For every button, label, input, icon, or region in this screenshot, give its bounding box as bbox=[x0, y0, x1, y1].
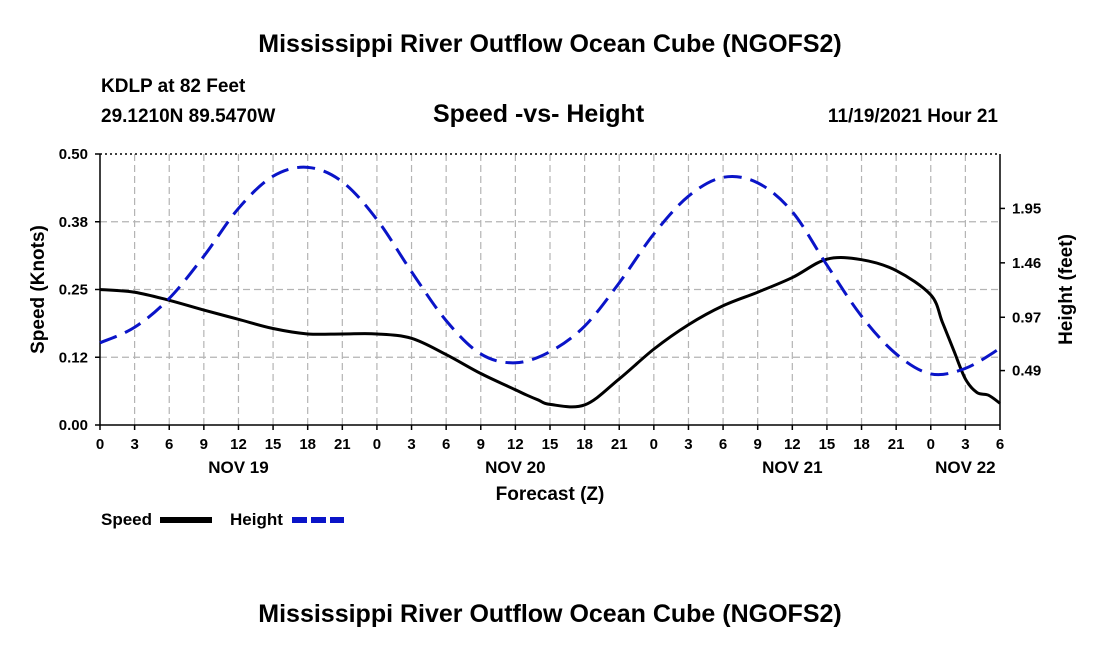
x-tick-label: 21 bbox=[888, 436, 905, 453]
x-tick-label: 18 bbox=[299, 436, 316, 453]
y-right-tick-label: 0.49 bbox=[1012, 363, 1041, 380]
y-right-tick-label: 0.97 bbox=[1012, 309, 1041, 326]
x-tick-label: 0 bbox=[96, 436, 104, 453]
station-label: KDLP at 82 Feet bbox=[101, 76, 246, 97]
x-date-label: NOV 21 bbox=[762, 458, 822, 477]
x-tick-label: 0 bbox=[373, 436, 381, 453]
station-coordinates: 29.1210N 89.5470W bbox=[101, 106, 276, 127]
x-tick-label: 6 bbox=[442, 436, 450, 453]
series-line-speed bbox=[99, 256, 1001, 409]
x-tick-label: 0 bbox=[650, 436, 658, 453]
x-tick-label: 0 bbox=[927, 436, 935, 453]
x-tick-label: 3 bbox=[684, 436, 692, 453]
legend-label-height: Height bbox=[230, 510, 283, 529]
y-left-tick-label: 0.25 bbox=[59, 282, 88, 299]
x-tick-label: 21 bbox=[611, 436, 628, 453]
x-tick-label: 15 bbox=[265, 436, 282, 453]
y-right-axis-title: Height (feet) bbox=[1056, 234, 1077, 345]
x-tick-label: 15 bbox=[819, 436, 836, 453]
x-tick-label: 12 bbox=[784, 436, 801, 453]
speed-height-chart: 0 3 6 9 12 15 18 21 0 3 6 9 12 15 18 21 0 3 6 9 12 15 18 21 0 3 6N… bbox=[28, 146, 1077, 529]
x-tick-label: 3 bbox=[407, 436, 415, 453]
y-left-tick-label: 0.00 bbox=[59, 417, 88, 434]
x-tick-label: 18 bbox=[576, 436, 593, 453]
x-tick-label: 6 bbox=[996, 436, 1004, 453]
x-tick-label: 12 bbox=[230, 436, 247, 453]
y-left-tick-label: 0.50 bbox=[59, 146, 88, 163]
footer-title: Mississippi River Outflow Ocean Cube (NG… bbox=[258, 600, 842, 628]
chart-subtitle: Speed -vs- Height bbox=[433, 100, 645, 128]
y-left-tick-label: 0.38 bbox=[59, 214, 88, 231]
chart-title: Mississippi River Outflow Ocean Cube (NG… bbox=[258, 30, 842, 58]
x-tick-label: 15 bbox=[542, 436, 559, 453]
x-tick-label: 9 bbox=[754, 436, 762, 453]
y-right-tick-label: 1.95 bbox=[1012, 200, 1041, 217]
x-tick-label: 6 bbox=[719, 436, 727, 453]
x-tick-label: 18 bbox=[853, 436, 870, 453]
x-tick-label: 3 bbox=[130, 436, 138, 453]
y-right-tick-label: 1.46 bbox=[1012, 255, 1041, 272]
x-tick-label: 6 bbox=[165, 436, 173, 453]
x-tick-label: 12 bbox=[507, 436, 524, 453]
x-date-label: NOV 20 bbox=[485, 458, 545, 477]
x-tick-label: 9 bbox=[477, 436, 485, 453]
x-tick-label: 3 bbox=[961, 436, 969, 453]
x-axis-title: Forecast (Z) bbox=[496, 484, 605, 505]
x-tick-label: 21 bbox=[334, 436, 351, 453]
y-left-tick-label: 0.12 bbox=[59, 349, 88, 366]
x-date-label: NOV 19 bbox=[208, 458, 268, 477]
x-tick-label: 9 bbox=[200, 436, 208, 453]
y-left-axis-title: Speed (Knots) bbox=[28, 225, 49, 354]
forecast-datetime: 11/19/2021 Hour 21 bbox=[827, 106, 998, 127]
legend-label-speed: Speed bbox=[101, 510, 152, 529]
x-date-label: NOV 22 bbox=[935, 458, 995, 477]
